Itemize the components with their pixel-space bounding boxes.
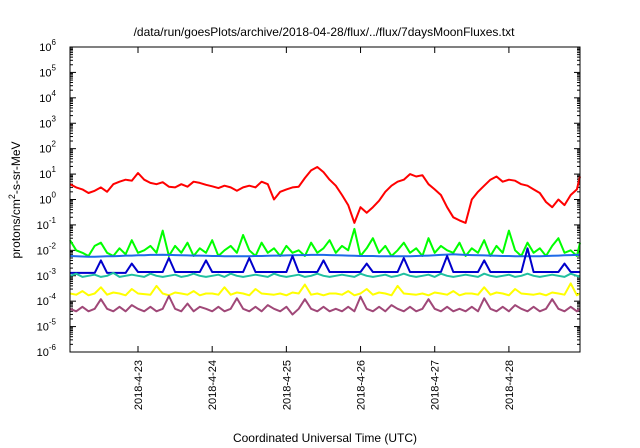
y-tick-base: 10: [39, 67, 51, 79]
x-tick-label: 2018-4-24: [207, 360, 219, 410]
y-tick-base: 10: [39, 118, 51, 130]
x-tick-label: 2018-4-23: [133, 360, 145, 410]
y-tick-exponent: 1: [52, 165, 57, 174]
y-tick-base: 10: [37, 220, 49, 232]
y-axis-label-main: protons/cm: [9, 199, 23, 258]
x-tick-label: 2018-4-25: [281, 360, 293, 410]
y-tick-exponent: 2: [52, 140, 57, 149]
y-tick-base: 10: [37, 245, 49, 257]
series-line-4: [70, 247, 580, 274]
y-axis-label-units: -s-sr-MeV: [9, 141, 23, 194]
y-tick-base: 10: [37, 296, 49, 308]
y-tick-label: 10-1: [37, 216, 57, 232]
y-tick-label: 102: [39, 140, 56, 156]
series-line-7: [69, 295, 581, 316]
y-tick-label: 100: [39, 191, 56, 207]
y-tick-exponent: 3: [52, 114, 57, 123]
series-line-5: [69, 271, 581, 278]
y-tick-label: 105: [39, 63, 56, 79]
y-tick-label: 103: [39, 114, 56, 130]
x-axis-label: Coordinated Universal Time (UTC): [233, 431, 417, 445]
series-group: [69, 166, 581, 316]
x-tick-label: 2018-4-27: [430, 360, 442, 410]
y-tick-base: 10: [39, 144, 51, 156]
y-tick-label: 104: [39, 89, 56, 105]
y-tick-exponent: 4: [52, 89, 57, 98]
series-line-6: [69, 282, 581, 297]
x-tick-label: 2018-4-26: [356, 360, 368, 410]
y-tick-base: 10: [37, 347, 49, 359]
x-ticks: 2018-4-23 2018-4-24 2018-4-25 2018-4-26 2018…: [133, 47, 516, 410]
chart-title: /data/run/goesPlots/archive/2018-04-28/f…: [134, 25, 516, 39]
y-tick-label: 10-6: [37, 343, 57, 359]
y-axis-label: protons/cm2-s-sr-MeV: [7, 141, 23, 258]
y-tick-label: 10-2: [37, 241, 57, 257]
y-tick-base: 10: [39, 169, 51, 181]
y-tick-base: 10: [37, 322, 49, 334]
x-tick-label: 2018-4-28: [504, 360, 516, 410]
y-axis-label-superscript: 2: [7, 194, 17, 199]
y-tick-exponent: -6: [49, 343, 57, 352]
y-tick-label: 10-5: [37, 318, 57, 334]
y-tick-exponent: -4: [49, 292, 57, 301]
y-tick-exponent: 6: [52, 38, 57, 47]
y-tick-exponent: 0: [52, 191, 57, 200]
y-tick-exponent: -5: [49, 318, 57, 327]
y-tick-exponent: -2: [49, 241, 57, 250]
y-tick-label: 10-3: [37, 267, 57, 283]
plot-frame: [69, 46, 581, 353]
y-tick-label: 10-4: [37, 292, 57, 308]
y-tick-base: 10: [37, 271, 49, 283]
series-line-1: [69, 166, 581, 224]
y-tick-base: 10: [39, 195, 51, 207]
y-tick-exponent: 5: [52, 63, 57, 72]
series-line-2: [69, 227, 581, 257]
y-tick-base: 10: [39, 93, 51, 105]
y-tick-exponent: -1: [49, 216, 57, 225]
series-line-3: [69, 253, 580, 258]
y-tick-base: 10: [39, 42, 51, 54]
y-tick-label: 106: [39, 38, 56, 54]
y-tick-label: 101: [39, 165, 56, 181]
y-tick-exponent: -3: [49, 267, 57, 276]
